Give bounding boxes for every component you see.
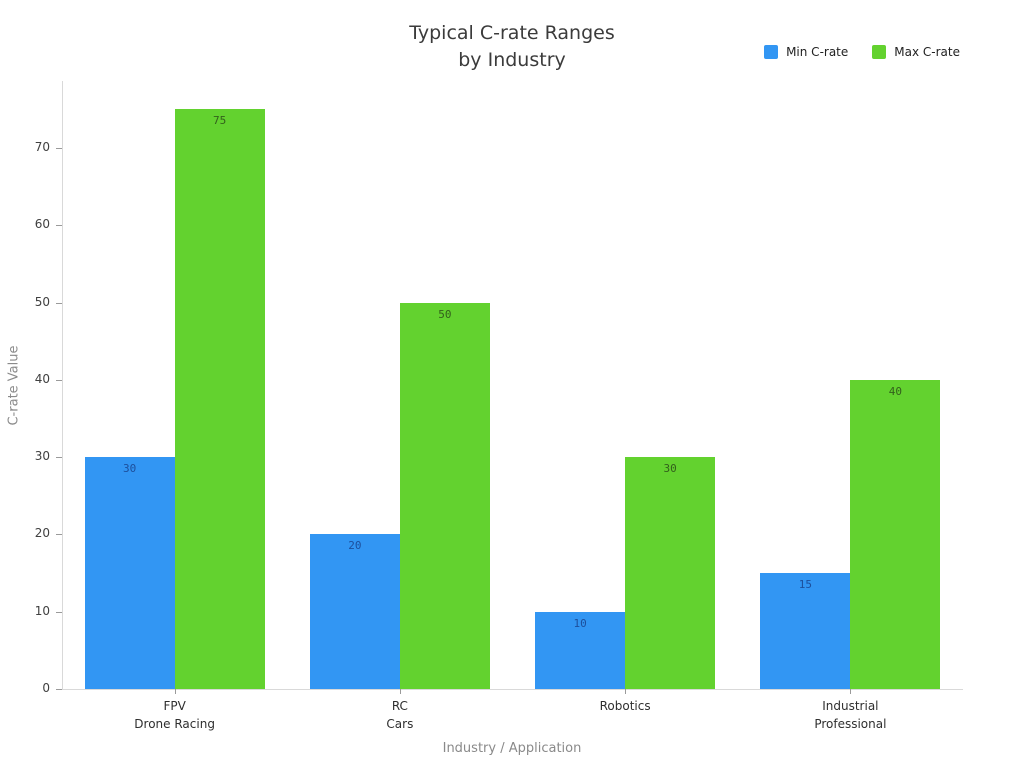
bar-value-label: 10 <box>573 616 587 630</box>
bar-value-label: 20 <box>348 539 362 553</box>
y-tick-mark <box>56 302 62 304</box>
y-tick-mark <box>56 611 62 613</box>
legend-label-max: Max C-rate <box>894 45 960 59</box>
y-tick-mark <box>56 534 62 536</box>
bar-min-c-rate-fpv-drone-racing <box>84 457 175 689</box>
legend-item-min-c-rate[interactable]: Min C-rate <box>764 45 848 59</box>
x-axis-title: Industry / Application <box>442 741 582 756</box>
chart-title-line-2: by Industry <box>458 49 566 71</box>
legend-swatch-min-icon <box>764 45 779 59</box>
y-tick-label: 20 <box>34 526 50 541</box>
y-tick-label: 40 <box>34 371 50 386</box>
bar-max-c-rate-industrial-professional <box>850 379 941 689</box>
bar-max-c-rate-robotics <box>625 457 716 689</box>
bar-min-c-rate-industrial-professional <box>760 573 851 689</box>
y-tick-label: 0 <box>42 681 50 695</box>
y-tick-mark <box>56 225 62 227</box>
bar-value-label: 15 <box>798 578 812 592</box>
x-category-label: Professional <box>814 717 887 731</box>
legend: Min C-rate Max C-rate <box>764 45 960 59</box>
y-axis-line <box>62 81 63 690</box>
legend-label-min: Min C-rate <box>786 45 849 59</box>
bar-value-label: 75 <box>213 114 227 128</box>
y-tick-label: 30 <box>34 449 50 464</box>
x-tick-mark <box>850 689 852 694</box>
x-category-label: FPV <box>163 699 186 713</box>
bar-max-c-rate-fpv-drone-racing <box>174 109 265 689</box>
x-axis-line <box>62 689 963 690</box>
y-tick-mark <box>56 379 62 381</box>
x-tick-mark <box>174 689 176 694</box>
bar-value-label: 40 <box>888 384 902 398</box>
y-tick-mark <box>56 148 62 149</box>
bar-value-label: 30 <box>663 462 677 476</box>
y-tick-label: 50 <box>34 294 50 309</box>
y-tick-mark <box>56 457 62 459</box>
bar-min-c-rate-rc-cars <box>309 534 400 689</box>
x-category-label: Cars <box>386 717 414 731</box>
x-category-label: RC <box>391 699 408 713</box>
chart-title: Typical C-rate Ranges by Industry <box>0 20 1024 74</box>
x-category-label: Drone Racing <box>134 717 215 731</box>
legend-swatch-max-icon <box>872 45 887 59</box>
bar-max-c-rate-rc-cars <box>399 302 490 689</box>
y-tick-label: 70 <box>34 140 50 154</box>
bar-value-label: 50 <box>438 307 452 321</box>
y-tick-label: 60 <box>34 217 50 232</box>
x-category-label: Robotics <box>599 699 651 713</box>
y-tick-label: 10 <box>34 603 50 618</box>
x-tick-mark <box>399 689 401 694</box>
bar-min-c-rate-robotics <box>535 611 626 689</box>
chart-title-line-1: Typical C-rate Ranges <box>409 22 615 44</box>
bar-value-label: 30 <box>123 462 137 476</box>
x-category-label: Industrial <box>822 699 879 713</box>
legend-item-max-c-rate[interactable]: Max C-rate <box>872 45 960 59</box>
y-tick-mark <box>56 689 62 690</box>
x-tick-mark <box>625 689 627 694</box>
